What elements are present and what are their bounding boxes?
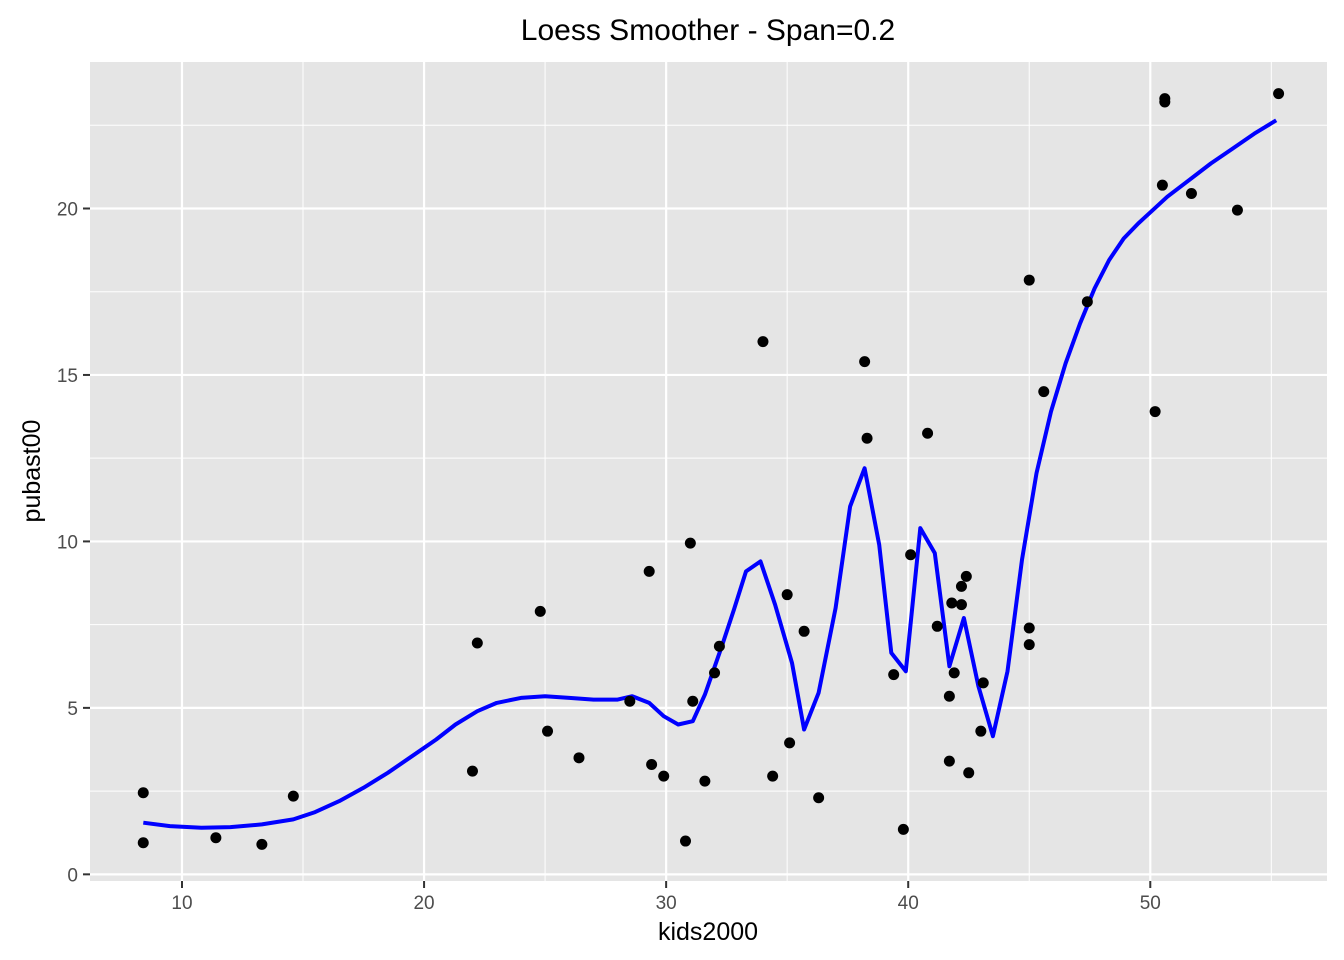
data-point — [767, 770, 779, 782]
y-tick-label: 20 — [57, 199, 78, 220]
y-axis-title: pubast00 — [18, 420, 46, 523]
data-point — [946, 597, 958, 609]
y-tick-label: 5 — [67, 699, 78, 720]
data-point — [466, 765, 478, 777]
data-point — [813, 792, 825, 804]
data-point — [1038, 386, 1050, 398]
x-tick-label: 40 — [898, 893, 919, 914]
data-point — [977, 677, 989, 689]
data-point — [1159, 96, 1171, 108]
data-point — [943, 755, 955, 767]
data-point — [1081, 296, 1093, 308]
data-point — [573, 752, 585, 764]
data-point — [256, 838, 268, 850]
data-point — [955, 580, 967, 592]
data-point — [1185, 188, 1197, 200]
y-tick-label: 0 — [67, 865, 78, 886]
data-point — [534, 605, 546, 617]
data-point — [684, 537, 696, 549]
data-point — [646, 758, 658, 770]
data-point — [931, 620, 943, 632]
data-point — [643, 565, 655, 577]
y-tick-label: 15 — [57, 366, 78, 387]
y-tick-label: 10 — [57, 532, 78, 553]
chart-title: Loess Smoother - Span=0.2 — [521, 14, 895, 47]
data-point — [784, 737, 796, 749]
minor-gridlines — [90, 62, 1327, 881]
data-point — [1023, 639, 1035, 651]
data-point — [713, 640, 725, 652]
data-point — [781, 589, 793, 601]
x-axis: 10 20 30 40 50 — [171, 881, 1161, 914]
data-point — [137, 787, 149, 799]
data-point — [859, 356, 871, 368]
data-point — [699, 775, 711, 787]
data-point — [287, 790, 299, 802]
data-point — [861, 432, 873, 444]
data-point — [943, 690, 955, 702]
data-point — [960, 570, 972, 582]
x-tick-label: 50 — [1140, 893, 1161, 914]
y-axis: 0 5 10 15 20 — [57, 199, 90, 886]
data-point — [709, 667, 721, 679]
data-point — [680, 835, 692, 847]
major-gridlines — [90, 62, 1327, 881]
data-point — [624, 695, 636, 707]
data-point — [963, 767, 975, 779]
data-point — [1231, 204, 1243, 216]
data-point — [1023, 622, 1035, 634]
data-point — [1023, 274, 1035, 286]
data-point — [888, 669, 900, 681]
data-point — [658, 770, 670, 782]
data-points-layer — [137, 88, 1285, 850]
data-point — [955, 599, 967, 611]
data-point — [1273, 88, 1285, 100]
data-point — [1156, 179, 1168, 191]
data-point — [757, 336, 769, 348]
data-point — [975, 725, 987, 737]
x-tick-label: 20 — [413, 893, 434, 914]
x-tick-label: 30 — [656, 893, 677, 914]
data-point — [471, 637, 483, 649]
data-point — [687, 695, 699, 707]
data-point — [210, 832, 222, 844]
data-point — [948, 667, 960, 679]
x-axis-title: kids2000 — [658, 918, 758, 946]
plot-panel — [90, 62, 1327, 881]
data-point — [542, 725, 554, 737]
x-tick-label: 10 — [171, 893, 192, 914]
data-point — [137, 837, 149, 849]
data-point — [1149, 406, 1161, 418]
data-point — [905, 549, 917, 561]
data-point — [798, 625, 810, 637]
data-point — [922, 427, 934, 439]
data-point — [897, 823, 909, 835]
